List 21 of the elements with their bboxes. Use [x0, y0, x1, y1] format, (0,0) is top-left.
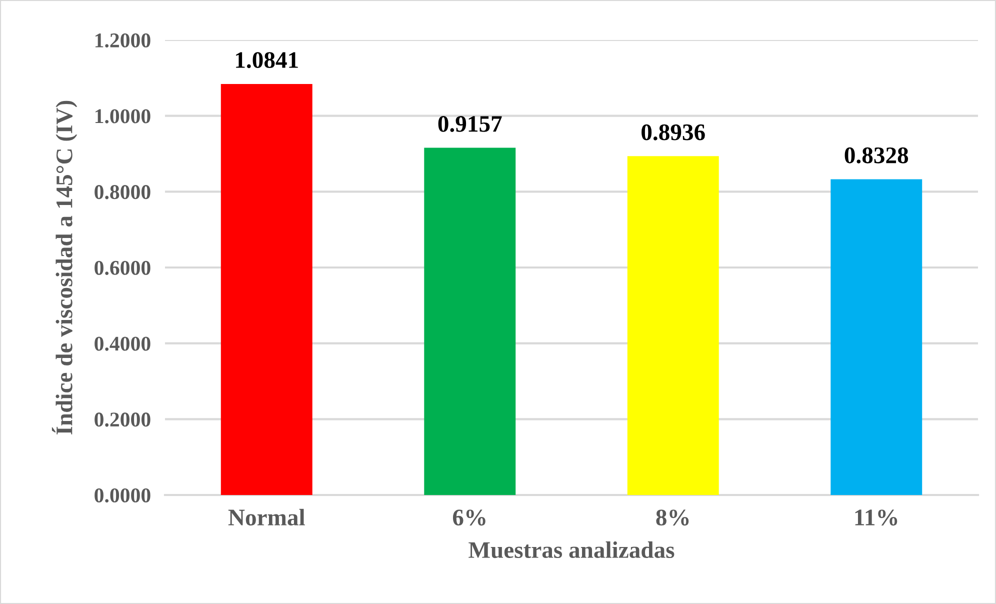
data-label: 0.8936	[642, 124, 705, 140]
y-tick-label: 0.8000	[94, 185, 150, 200]
x-tick-label: Normal	[228, 508, 305, 526]
bar	[830, 179, 922, 495]
y-axis-title: Índice de viscosidad a 145°C (IV)	[52, 100, 78, 434]
x-axis-title: Muestras analizadas	[468, 541, 674, 558]
data-label: 1.0841	[236, 52, 298, 68]
y-tick-label: 0.4000	[94, 336, 150, 351]
y-tick-label: 0.6000	[94, 260, 150, 276]
bar	[424, 148, 516, 495]
y-tick-label: 0.0000	[94, 488, 150, 503]
data-label: 0.8328	[844, 147, 908, 164]
x-tick-label: 11%	[855, 510, 898, 526]
x-tick-label: 8%	[656, 510, 689, 526]
bar	[220, 84, 312, 495]
data-label: 0.9157	[438, 116, 502, 132]
x-tick-label: 6%	[452, 510, 486, 526]
y-tick-label: 0.2000	[94, 412, 150, 427]
y-tick-label: 1.2000	[95, 33, 150, 48]
y-tick-label: 1.0000	[95, 109, 150, 124]
bar	[627, 156, 719, 495]
